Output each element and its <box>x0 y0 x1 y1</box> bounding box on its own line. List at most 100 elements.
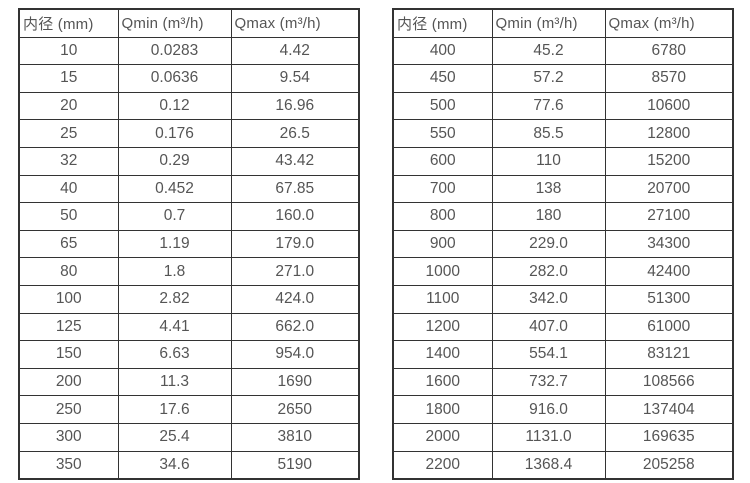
table-cell: 424.0 <box>230 284 360 314</box>
table-cell: 1.8 <box>117 257 232 286</box>
table-cell: 800 <box>392 202 493 231</box>
header-inner-diameter: 内径 (mm) <box>392 8 493 38</box>
table-cell: 51300 <box>604 284 734 314</box>
table-cell: 25.4 <box>117 422 232 452</box>
table-cell: 85.5 <box>491 119 606 148</box>
table-cell: 1400 <box>392 340 493 369</box>
header-qmax: Qmax (m³/h) <box>230 8 360 38</box>
table-row: 2200 1368.4 205258 <box>392 450 734 480</box>
table-cell: 1690 <box>230 367 360 397</box>
table-cell: 61000 <box>604 312 734 342</box>
table-cell: 138 <box>491 174 606 204</box>
table-row: 1400 554.1 83121 <box>392 340 734 369</box>
table-cell: 1800 <box>392 395 493 424</box>
table-row: 125 4.41 662.0 <box>18 312 360 342</box>
table-cell: 1100 <box>392 284 493 314</box>
table-cell: 100 <box>18 284 119 314</box>
table-cell: 125 <box>18 312 119 342</box>
table-cell: 4.42 <box>230 36 360 66</box>
table-cell: 300 <box>18 422 119 452</box>
table-cell: 342.0 <box>491 284 606 314</box>
table-cell: 3810 <box>230 422 360 452</box>
table-cell: 0.176 <box>117 119 232 148</box>
table-cell: 900 <box>392 229 493 259</box>
table-cell: 10 <box>18 36 119 66</box>
header-qmin: Qmin (m³/h) <box>117 8 232 38</box>
table-cell: 1200 <box>392 312 493 342</box>
header-row: 内径 (mm) Qmin (m³/h) Qmax (m³/h) <box>392 8 734 38</box>
table-cell: 407.0 <box>491 312 606 342</box>
table-cell: 0.29 <box>117 146 232 176</box>
table-cell: 15200 <box>604 146 734 176</box>
table-row: 1600 732.7 108566 <box>392 367 734 397</box>
table-row: 550 85.5 12800 <box>392 119 734 148</box>
table-row: 40 0.452 67.85 <box>18 174 360 204</box>
table-cell: 110 <box>491 146 606 176</box>
table-cell: 282.0 <box>491 257 606 286</box>
table-row: 65 1.19 179.0 <box>18 229 360 259</box>
table-cell: 0.452 <box>117 174 232 204</box>
table-cell: 2650 <box>230 395 360 424</box>
table-body: 400 45.2 6780 450 57.2 8570 500 77.6 10600 550 85.… <box>392 36 734 480</box>
table-cell: 2000 <box>392 422 493 452</box>
table-cell: 6780 <box>604 36 734 66</box>
table-cell: 32 <box>18 146 119 176</box>
table-cell: 205258 <box>604 450 734 480</box>
table-cell: 916.0 <box>491 395 606 424</box>
table-cell: 550 <box>392 119 493 148</box>
table-cell: 160.0 <box>230 202 360 231</box>
table-cell: 169635 <box>604 422 734 452</box>
table-row: 15 0.0636 9.54 <box>18 64 360 93</box>
table-cell: 179.0 <box>230 229 360 259</box>
table-cell: 450 <box>392 64 493 93</box>
table-row: 800 180 27100 <box>392 202 734 231</box>
table-cell: 12800 <box>604 119 734 148</box>
table-cell: 954.0 <box>230 340 360 369</box>
table-cell: 65 <box>18 229 119 259</box>
table-cell: 9.54 <box>230 64 360 93</box>
table-row: 900 229.0 34300 <box>392 229 734 259</box>
table-cell: 57.2 <box>491 64 606 93</box>
table-cell: 2200 <box>392 450 493 480</box>
table-cell: 17.6 <box>117 395 232 424</box>
table-cell: 83121 <box>604 340 734 369</box>
table-cell: 4.41 <box>117 312 232 342</box>
table-cell: 1368.4 <box>491 450 606 480</box>
table-cell: 8570 <box>604 64 734 93</box>
table-cell: 2.82 <box>117 284 232 314</box>
table-cell: 45.2 <box>491 36 606 66</box>
table-cell: 40 <box>18 174 119 204</box>
table-cell: 42400 <box>604 257 734 286</box>
table-body: 10 0.0283 4.42 15 0.0636 9.54 20 0.12 16.96 25 0.1… <box>18 36 360 480</box>
table-cell: 137404 <box>604 395 734 424</box>
table-row: 10 0.0283 4.42 <box>18 36 360 66</box>
table-cell: 0.7 <box>117 202 232 231</box>
table-cell: 26.5 <box>230 119 360 148</box>
table-cell: 27100 <box>604 202 734 231</box>
table-row: 500 77.6 10600 <box>392 91 734 121</box>
table-cell: 15 <box>18 64 119 93</box>
table-cell: 1131.0 <box>491 422 606 452</box>
table-cell: 1600 <box>392 367 493 397</box>
header-row: 内径 (mm) Qmin (m³/h) Qmax (m³/h) <box>18 8 360 38</box>
table-cell: 34.6 <box>117 450 232 480</box>
table-cell: 180 <box>491 202 606 231</box>
header-qmax: Qmax (m³/h) <box>604 8 734 38</box>
table-row: 450 57.2 8570 <box>392 64 734 93</box>
table-cell: 229.0 <box>491 229 606 259</box>
table-cell: 0.0283 <box>117 36 232 66</box>
table-cell: 80 <box>18 257 119 286</box>
table-cell: 16.96 <box>230 91 360 121</box>
table-cell: 150 <box>18 340 119 369</box>
table-cell: 400 <box>392 36 493 66</box>
table-cell: 0.12 <box>117 91 232 121</box>
table-cell: 25 <box>18 119 119 148</box>
table-row: 600 110 15200 <box>392 146 734 176</box>
table-row: 2000 1131.0 169635 <box>392 422 734 452</box>
table-row: 100 2.82 424.0 <box>18 284 360 314</box>
table-row: 350 34.6 5190 <box>18 450 360 480</box>
table-row: 80 1.8 271.0 <box>18 257 360 286</box>
table-row: 32 0.29 43.42 <box>18 146 360 176</box>
table-cell: 250 <box>18 395 119 424</box>
